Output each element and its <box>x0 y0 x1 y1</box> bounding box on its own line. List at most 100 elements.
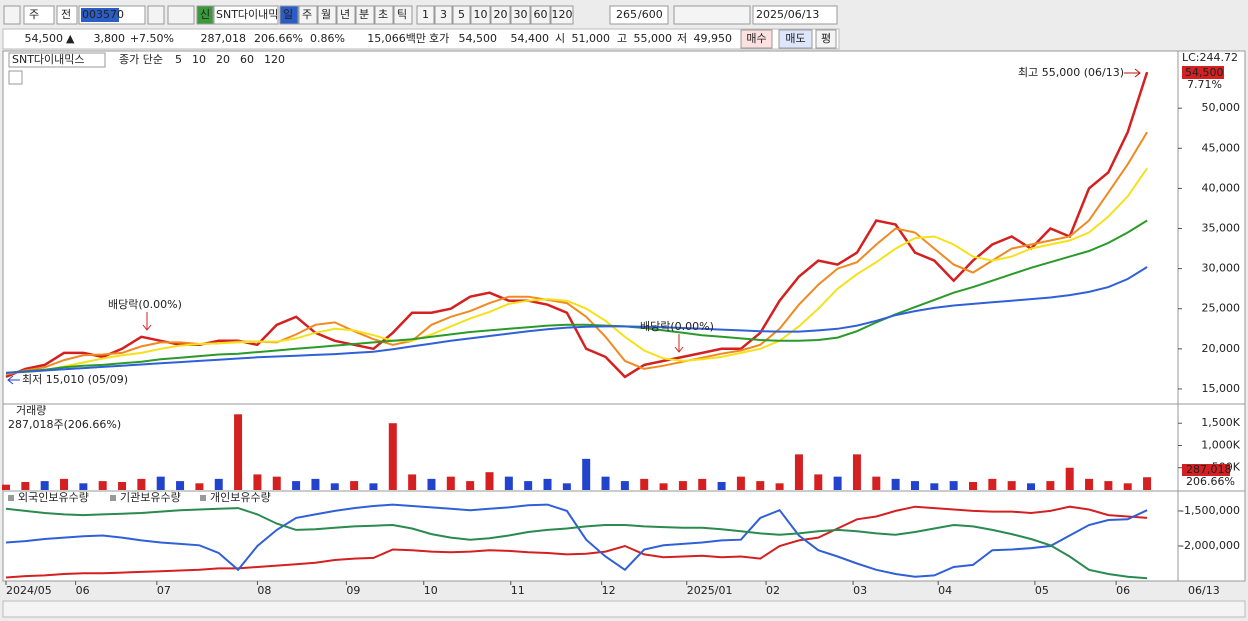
interval-button[interactable] <box>416 5 435 25</box>
volume-bar <box>40 481 49 490</box>
volume-bar <box>620 481 629 490</box>
volume-bar <box>930 483 939 490</box>
stock-name[interactable] <box>213 5 279 25</box>
tool-buttons[interactable] <box>673 5 751 25</box>
volume-bar <box>891 478 900 490</box>
volume-bar <box>446 476 455 490</box>
buy-button[interactable] <box>740 29 773 49</box>
search-button[interactable] <box>147 5 165 25</box>
quote-arrow: ▲ <box>66 32 75 45</box>
period-button[interactable] <box>336 5 356 25</box>
avg-button[interactable] <box>815 29 837 49</box>
volume-bar <box>427 478 436 490</box>
quote-high-label: 고 <box>617 32 627 45</box>
volume-bar <box>60 478 69 490</box>
date: 2025/06/13 <box>756 8 819 21</box>
settings-icon[interactable] <box>8 70 23 85</box>
sell-button[interactable] <box>778 29 813 49</box>
quote-amount: 15,066백만 <box>367 32 426 45</box>
volume-bar <box>292 481 301 490</box>
avg-label[interactable]: 평 <box>821 32 831 45</box>
volume-bar <box>504 476 513 490</box>
stock-name-text: SNT다이내믹 <box>216 8 278 21</box>
date-input[interactable] <box>752 5 838 25</box>
interval: 3 <box>440 8 447 21</box>
annotation-dividend: 배당락(0.00%) <box>640 320 714 333</box>
volume-bar <box>582 458 591 490</box>
x-tick-label: 08 <box>257 584 271 597</box>
prev: 전 <box>61 8 71 21</box>
count-box[interactable] <box>609 5 669 25</box>
quote-rate: +7.50% <box>130 32 174 45</box>
high-arrow <box>1124 68 1141 78</box>
period-button[interactable] <box>317 5 337 25</box>
buy-label[interactable]: 매수 <box>746 32 766 45</box>
interval-button[interactable] <box>550 5 574 25</box>
period: 주 <box>302 8 312 21</box>
x-tick-label: 11 <box>511 584 525 597</box>
volume-bar <box>1104 481 1113 490</box>
quote-open: 51,000 <box>572 32 611 45</box>
volume-bar <box>195 483 204 490</box>
interval-button[interactable] <box>510 5 531 25</box>
period-button[interactable] <box>393 5 413 25</box>
interval: 10 <box>474 8 488 21</box>
prev-button[interactable] <box>56 5 78 25</box>
x-tick-label: 06 <box>1116 584 1130 597</box>
volume-bar <box>485 472 494 490</box>
volume-bar <box>408 474 417 490</box>
interval: 5 <box>458 8 465 21</box>
volume-bar <box>253 474 262 490</box>
volume-last-box <box>1182 464 1230 476</box>
volume-bar <box>968 481 977 490</box>
low-arrow <box>7 375 20 385</box>
volume-bar <box>814 474 823 490</box>
y-tick-label: 35,000 <box>1202 222 1241 235</box>
volume-bar <box>698 478 707 490</box>
volume-bar <box>659 483 668 490</box>
period-button[interactable] <box>355 5 375 25</box>
volume-bar <box>79 483 88 490</box>
period: 월 <box>321 8 331 21</box>
scrollbar[interactable] <box>2 600 1246 618</box>
sound-button[interactable] <box>167 5 195 25</box>
interval-button[interactable] <box>490 5 511 25</box>
interval-button[interactable] <box>470 5 491 25</box>
dividend-arrow <box>674 334 684 353</box>
volume-bar <box>988 478 997 490</box>
volume-bar <box>214 478 223 490</box>
volume-bar <box>852 454 861 490</box>
chart-icon[interactable] <box>3 5 21 25</box>
x-tick-label: 09 <box>346 584 360 597</box>
period-button[interactable] <box>298 5 318 25</box>
period-button[interactable] <box>279 5 299 25</box>
volume-bar <box>872 476 881 490</box>
period-button[interactable] <box>374 5 394 25</box>
volume-bar <box>466 481 475 490</box>
volume-bar <box>717 481 726 490</box>
sell-label[interactable]: 매도 <box>785 32 805 45</box>
quote-turnover: 0.86% <box>310 32 345 45</box>
interval-button[interactable] <box>530 5 551 25</box>
interval: 1 <box>422 8 429 21</box>
count-max: /600 <box>638 8 663 21</box>
legend-entry: 5 <box>175 53 182 66</box>
volume-ratio: 206.66% <box>1186 475 1235 488</box>
volume-bar <box>1123 483 1132 490</box>
last-date: 06/13 <box>1188 584 1220 597</box>
title-box[interactable] <box>8 52 106 68</box>
volume-bar <box>543 478 552 490</box>
quote-open-label: 시 <box>555 32 565 45</box>
quote-low: 49,950 <box>694 32 733 45</box>
new-badge[interactable] <box>196 5 214 25</box>
volume-bar <box>176 481 185 490</box>
volume-bar <box>678 481 687 490</box>
volume-bar <box>949 481 958 490</box>
market-select[interactable] <box>23 5 55 25</box>
interval-button[interactable] <box>434 5 453 25</box>
interval-button[interactable] <box>452 5 471 25</box>
volume-bar <box>1065 467 1074 490</box>
volume-bar <box>910 481 919 490</box>
interval: 120 <box>552 8 573 21</box>
